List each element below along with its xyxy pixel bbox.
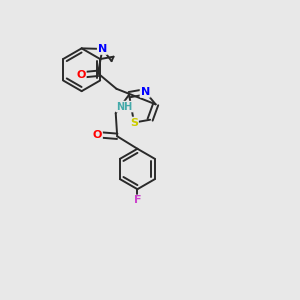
Text: NH: NH [116,102,133,112]
Text: F: F [134,196,141,206]
Text: N: N [141,87,150,97]
Text: O: O [93,130,102,140]
Text: O: O [76,70,86,80]
Text: S: S [130,118,138,128]
Text: N: N [98,44,107,54]
